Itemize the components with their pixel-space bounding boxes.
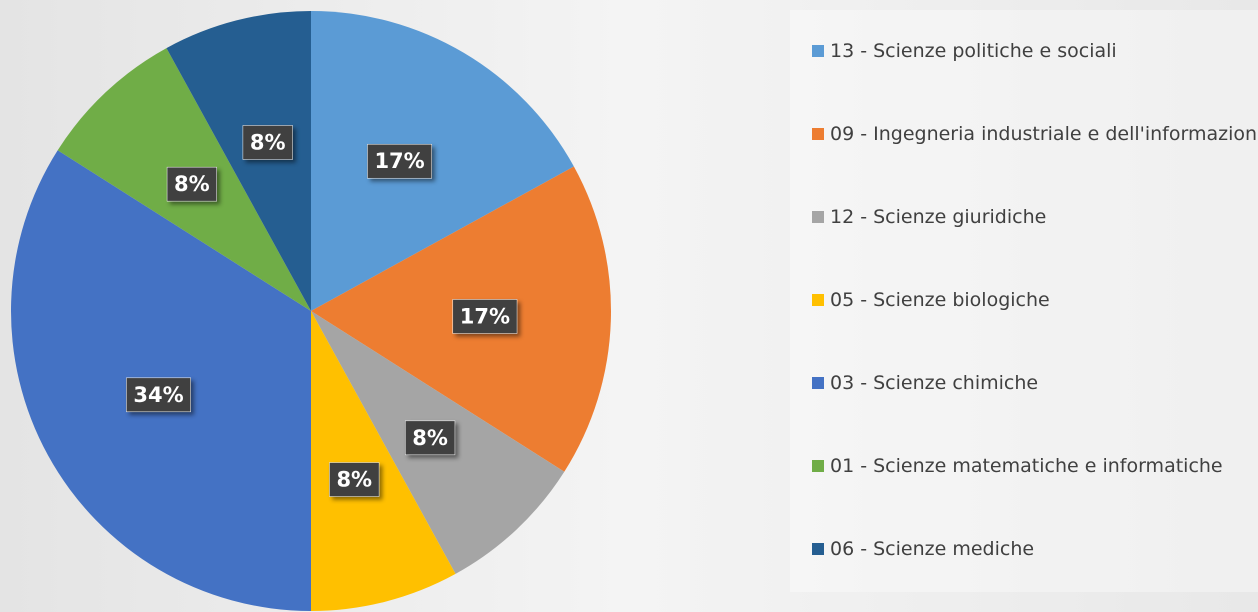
legend-label: 05 - Scienze biologiche	[830, 289, 1050, 311]
legend-item: 12 - Scienze giuridiche	[812, 206, 1046, 228]
legend-swatch	[812, 460, 824, 473]
data-label: 8%	[336, 468, 372, 492]
pie-slice	[166, 10, 311, 311]
legend: 13 - Scienze politiche e sociali 09 - Ing…	[790, 10, 1258, 592]
data-label-box	[166, 166, 217, 202]
legend-swatch	[812, 294, 824, 306]
legend-swatch	[812, 127, 824, 140]
data-label: 8%	[250, 130, 286, 154]
data-label-box	[126, 377, 191, 413]
pie-slice	[311, 311, 456, 611]
legend-swatch	[812, 44, 824, 57]
data-label: 8%	[412, 426, 448, 450]
legend-swatch	[812, 543, 824, 556]
legend-item: 13 - Scienze politiche e sociali	[812, 40, 1117, 62]
legend-label: 09 - Ingegneria industriale e dell'infor…	[830, 122, 1258, 145]
legend-label: 13 - Scienze politiche e sociali	[830, 39, 1117, 62]
data-label-box	[329, 462, 380, 497]
legend-item: 05 - Scienze biologiche	[812, 289, 1050, 311]
legend-label: 03 - Scienze chimiche	[830, 372, 1039, 395]
data-label-box	[405, 420, 456, 456]
legend-item: 03 - Scienze chimiche	[812, 372, 1038, 394]
legend-label: 12 - Scienze giuridiche	[830, 205, 1047, 228]
data-label-box	[367, 143, 432, 179]
data-label: 17%	[374, 149, 424, 173]
legend-label: 06 - Scienze mediche	[830, 538, 1035, 561]
data-label: 8%	[174, 172, 210, 196]
legend-label: 01 - Scienze matematiche e informatiche	[830, 455, 1223, 478]
legend-item: 01 - Scienze matematiche e informatiche	[812, 455, 1223, 477]
data-label: 34%	[133, 383, 183, 407]
legend-swatch	[812, 210, 824, 223]
data-label-box	[242, 125, 293, 160]
pie-slice	[311, 11, 574, 311]
data-label: 17%	[460, 304, 510, 328]
legend-item: 06 - Scienze mediche	[812, 538, 1034, 560]
legend-item: 09 - Ingegneria industriale e dell'infor…	[812, 123, 1258, 145]
data-label-box	[452, 299, 518, 334]
legend-swatch	[812, 377, 824, 390]
